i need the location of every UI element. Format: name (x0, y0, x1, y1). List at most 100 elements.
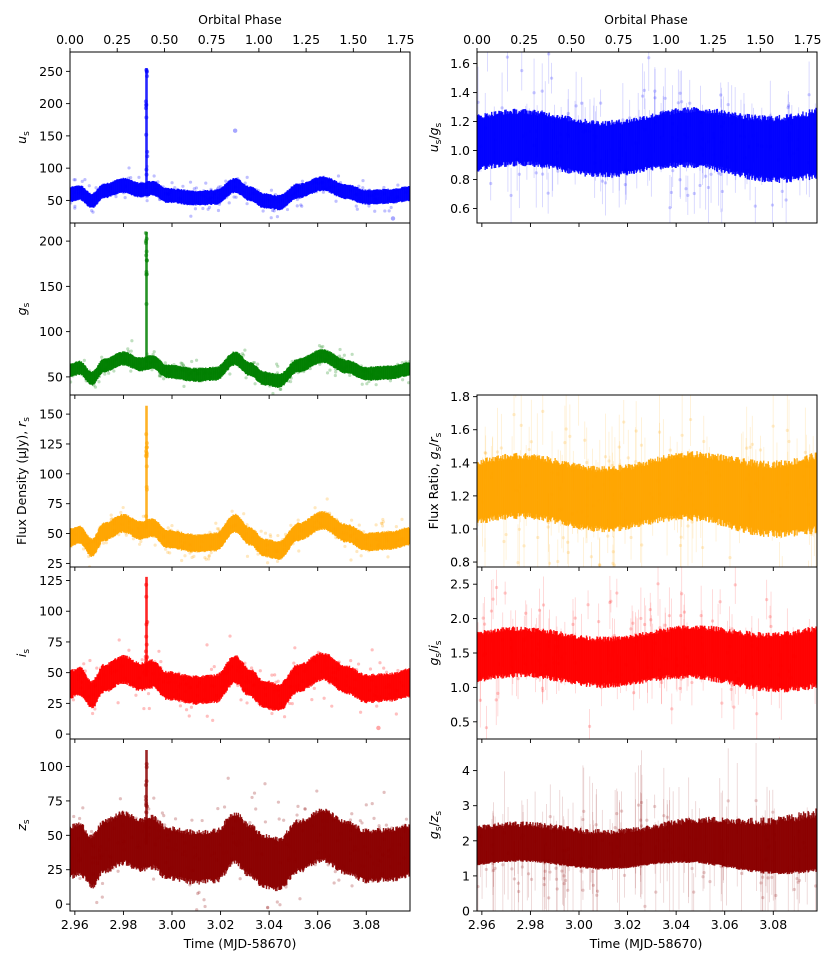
flux-point (234, 195, 238, 199)
flux-point (313, 526, 317, 530)
flux-point (361, 369, 365, 373)
flux-point (333, 190, 337, 195)
flux-point (391, 531, 395, 535)
flux-point (243, 661, 247, 665)
flux-point (202, 536, 206, 540)
flux-point (364, 368, 368, 372)
flux-point (157, 829, 161, 833)
flux-point (218, 193, 222, 197)
flux-point (396, 531, 400, 535)
ratio-point (743, 156, 747, 160)
flux-point (388, 692, 392, 696)
flux-point (207, 554, 211, 559)
ratio-point (550, 76, 554, 80)
flux-point (220, 863, 224, 867)
flux-point (275, 900, 279, 904)
flux-point (178, 872, 182, 876)
ratio-point (730, 121, 734, 126)
ratio-point (676, 138, 680, 142)
ratio-point (711, 132, 715, 136)
flux-point (107, 838, 111, 842)
ratio-point (599, 101, 603, 105)
axes-frame (69, 566, 411, 740)
flux-point (272, 704, 276, 709)
flux-point (251, 361, 255, 365)
flux-point (296, 683, 301, 688)
flux-point (315, 789, 319, 793)
flux-point (291, 535, 295, 539)
flare-point (144, 761, 149, 766)
flux-point (171, 689, 175, 694)
y-tick-label: 150 (39, 407, 63, 422)
flux-point (265, 554, 269, 558)
flux-point (178, 704, 183, 708)
flux-point (217, 196, 221, 200)
flux-point (345, 691, 349, 695)
flux-point (300, 185, 304, 189)
flux-point (100, 895, 104, 899)
flux-point (157, 530, 161, 534)
flux-point (137, 846, 141, 850)
flux-point (167, 540, 171, 544)
flux-point (266, 372, 270, 376)
flux-point (75, 188, 79, 192)
ratio-point (648, 143, 652, 148)
flux-point (208, 530, 212, 534)
flux-point (245, 687, 249, 691)
flux-point (306, 358, 311, 362)
flux-point (245, 554, 250, 558)
flux-point (199, 193, 203, 197)
flux-point (320, 670, 324, 674)
flux-point (328, 178, 332, 182)
flux-point (156, 180, 160, 184)
flux-point (211, 537, 215, 541)
flux-point (330, 665, 334, 670)
flux-point (296, 518, 300, 522)
flux-point (86, 694, 90, 698)
flux-point (168, 674, 172, 678)
flux-point (234, 523, 238, 527)
flux-point (130, 528, 134, 532)
flux-point (85, 541, 89, 546)
flux-point (269, 535, 273, 539)
flux-point (246, 197, 251, 201)
flux-point (394, 543, 399, 547)
flux-point (338, 831, 343, 836)
flux-point (141, 514, 145, 518)
flux-point (192, 367, 196, 371)
ratio-point (678, 178, 682, 182)
flux-point (140, 829, 144, 834)
flux-point (322, 850, 327, 854)
flux-point (147, 685, 151, 689)
flux-point (329, 357, 333, 361)
ratio-point (545, 149, 549, 153)
top-tick-label: 1.50 (339, 32, 367, 47)
flux-point (189, 705, 194, 709)
flux-point (227, 667, 231, 671)
ratio-point (550, 161, 554, 165)
flux-point (151, 534, 155, 539)
flux-point (339, 189, 343, 193)
flux-point (71, 186, 75, 190)
flux-point (153, 543, 157, 547)
flux-point (123, 676, 127, 680)
flux-point (370, 802, 374, 806)
top-tick-label: 0.25 (103, 32, 131, 47)
flux-point (93, 683, 98, 687)
flux-point (166, 192, 170, 196)
flux-point (207, 205, 212, 210)
ratio-point (624, 168, 628, 172)
flux-point (244, 532, 249, 536)
flux-point (388, 379, 393, 383)
flux-point (364, 542, 368, 546)
ratio-point (679, 100, 684, 104)
y-tick-label: 50 (47, 369, 63, 384)
y-tick-label: 100 (39, 604, 63, 619)
flux-point (365, 382, 369, 386)
flux-point (318, 521, 322, 525)
flux-point (196, 891, 200, 896)
flare-point (144, 132, 149, 137)
flux-point (393, 372, 398, 376)
flux-point (230, 509, 234, 513)
flux-point (114, 357, 118, 361)
